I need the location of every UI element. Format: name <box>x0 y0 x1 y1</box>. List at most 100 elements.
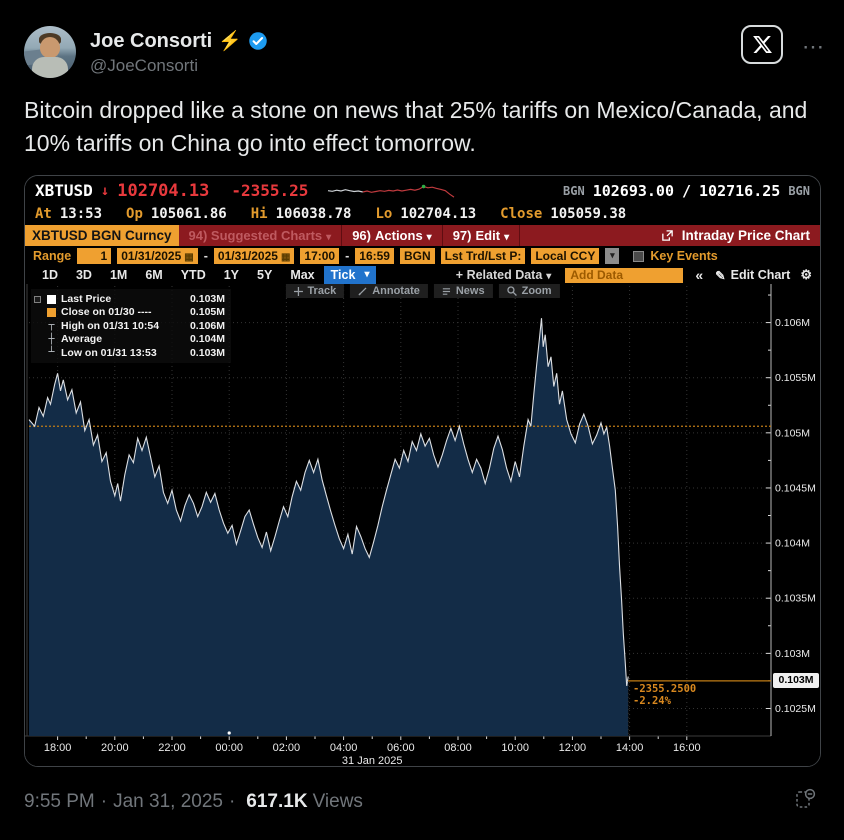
gear-icon[interactable]: ⚙ <box>800 267 812 283</box>
news-button[interactable]: News <box>433 284 493 299</box>
svg-text:31 Jan 2025: 31 Jan 2025 <box>342 755 403 766</box>
legend-high: ┬ High on 01/31 10:54 0.106M <box>48 319 225 332</box>
ticker-symbol: XBTUSD <box>35 181 93 201</box>
svg-text:08:00: 08:00 <box>444 742 472 754</box>
x-logo-button[interactable] <box>741 25 783 64</box>
tweet-media[interactable]: XBTUSD ↓ 102704.13 -2355.25 BGN 102693.0… <box>24 175 821 768</box>
svg-text:10:00: 10:00 <box>501 742 529 754</box>
tab-1m[interactable]: 1M <box>109 268 128 283</box>
annotate-button[interactable]: Annotate <box>350 284 428 299</box>
engagement-icon[interactable] <box>794 788 816 816</box>
tab-3d[interactable]: 3D <box>75 268 92 283</box>
author-name[interactable]: Joe Consorti <box>90 29 213 52</box>
key-events-checkbox[interactable] <box>633 250 645 262</box>
views-count: 617.1K <box>246 791 308 813</box>
more-button[interactable]: ⋯ <box>802 34 826 59</box>
low-marker-icon: ┴ <box>48 347 55 359</box>
tweet-text: Bitcoin dropped like a stone on news tha… <box>24 97 808 156</box>
calendar-icon: ▦ <box>184 252 194 264</box>
related-data-button[interactable]: + Related Data ▾ <box>455 268 552 283</box>
close-label: Close <box>500 205 543 222</box>
ask-price: 102716.25 <box>699 181 781 200</box>
chart-title-bar: Intraday Price Chart <box>661 228 820 243</box>
currency-select[interactable]: Local CCY <box>531 248 600 265</box>
legend-average: ┼ Average 0.104M <box>48 333 225 346</box>
date-separator: - <box>203 249 208 264</box>
time-from-input[interactable]: 17:00 <box>300 248 340 265</box>
add-data-input[interactable]: Add Data <box>565 267 684 283</box>
high-marker-icon: ┬ <box>48 320 55 332</box>
author-handle[interactable]: @JoeConsorti <box>90 56 198 75</box>
zoom-button[interactable]: Zoom <box>498 284 560 299</box>
drop-change-value: -2355.2500 <box>633 683 697 696</box>
chart-title: Intraday Price Chart <box>681 228 810 244</box>
tweet-footer: 9:55 PM · Jan 31, 2025 · 617.1K Views <box>24 788 820 816</box>
currency-dropdown-button[interactable]: ▾ <box>605 248 620 265</box>
chevron-down-icon: ▾ <box>504 232 510 244</box>
drop-annotation: -2355.2500 -2.24% <box>633 683 696 707</box>
svg-text:0.106M: 0.106M <box>775 317 810 329</box>
range-count-input[interactable]: 1 <box>77 248 112 265</box>
chart-plot: 0.106M 0.1055M 0.105M 0.1045M 0.104M 0.1035M 0… <box>25 284 816 766</box>
svg-text:06:00: 06:00 <box>387 742 415 754</box>
track-button[interactable]: Track <box>285 284 345 299</box>
price-type-input[interactable]: Lst Trd/Lst P: <box>440 248 526 265</box>
legend-prev-close: Close on 01/30 ---- 0.105M <box>47 306 225 319</box>
range-bar: Range 1 01/31/2025 ▦ - 01/31/2025 ▦ 17:00 … <box>25 246 820 267</box>
svg-text:14:00: 14:00 <box>616 742 644 754</box>
suggested-charts-menu[interactable]: 94) Suggested Charts ▾ <box>179 225 343 247</box>
svg-text:22:00: 22:00 <box>158 742 186 754</box>
tab-1d[interactable]: 1D <box>42 268 58 283</box>
post-time: 9:55 PM <box>24 791 95 813</box>
edit-menu[interactable]: 97) Edit ▾ <box>443 225 521 247</box>
tweet-header: Joe Consorti ⚡ @JoeConsorti ⋯ <box>24 25 824 78</box>
export-icon[interactable] <box>661 229 674 242</box>
source-input[interactable]: BGN <box>399 248 435 265</box>
price-change: -2355.25 <box>231 181 309 201</box>
date-to-input[interactable]: 01/31/2025 ▦ <box>213 248 295 265</box>
tab-5y[interactable]: 5Y <box>257 268 273 283</box>
svg-text:20:00: 20:00 <box>101 742 129 754</box>
time-to-input[interactable]: 16:59 <box>355 248 394 265</box>
down-arrow-icon: ↓ <box>100 182 110 199</box>
tab-tick-selected[interactable]: Tick ▾ <box>323 266 377 285</box>
x-icon <box>752 35 772 54</box>
quote-row-primary: XBTUSD ↓ 102704.13 -2355.25 BGN 102693.0… <box>25 176 820 202</box>
author-block: Joe Consorti ⚡ @JoeConsorti <box>90 26 268 78</box>
tab-ytd[interactable]: YTD <box>180 268 206 283</box>
svg-text:0.103M: 0.103M <box>775 648 810 660</box>
avatar-body <box>32 57 68 78</box>
ask-source-label: BGN <box>788 183 810 198</box>
high-label: Hi <box>250 205 268 222</box>
svg-text:0.104M: 0.104M <box>775 538 810 550</box>
svg-text:0.1045M: 0.1045M <box>775 483 816 495</box>
verified-badge-icon <box>249 32 267 50</box>
chart-toolbar: Track Annotate News Zoom <box>285 284 560 299</box>
svg-text:04:00: 04:00 <box>330 742 358 754</box>
price-chart: 0.106M 0.1055M 0.105M 0.1045M 0.104M 0.1035M 0… <box>25 284 820 767</box>
chart-legend: Last Price 0.103M Close on 01/30 ---- 0.… <box>31 289 231 364</box>
security-field[interactable]: XBTUSD BGN Curncy <box>25 225 179 247</box>
tab-1y[interactable]: 1Y <box>223 268 240 283</box>
open-label: Op <box>126 205 143 222</box>
low-label: Lo <box>375 205 393 222</box>
edit-chart-button[interactable]: ✎ Edit Chart <box>715 268 791 283</box>
low-price: 102704.13 <box>400 205 477 222</box>
actions-menu[interactable]: 96) Actions ▾ <box>342 225 443 247</box>
terminal-menubar: XBTUSD BGN Curncy 94) Suggested Charts ▾ … <box>25 225 820 247</box>
svg-text:00:00: 00:00 <box>215 742 243 754</box>
legend-expander-icon[interactable] <box>34 296 41 304</box>
date-from-input[interactable]: 01/31/2025 ▦ <box>117 248 198 265</box>
calendar-icon: ▦ <box>280 252 291 264</box>
avatar[interactable] <box>24 26 76 78</box>
track-crosshair-icon <box>293 286 303 296</box>
time-separator: - <box>345 249 350 264</box>
bloomberg-terminal: XBTUSD ↓ 102704.13 -2355.25 BGN 102693.0… <box>25 176 820 767</box>
pencil-icon: ✎ <box>715 268 726 283</box>
legend-low: ┴ Low on 01/31 13:53 0.103M <box>48 346 225 359</box>
tab-max[interactable]: Max <box>290 268 315 283</box>
tab-6m[interactable]: 6M <box>145 268 163 283</box>
collapse-button[interactable]: « <box>695 267 704 284</box>
avatar-face <box>40 37 60 58</box>
last-price: 102704.13 <box>117 180 210 201</box>
